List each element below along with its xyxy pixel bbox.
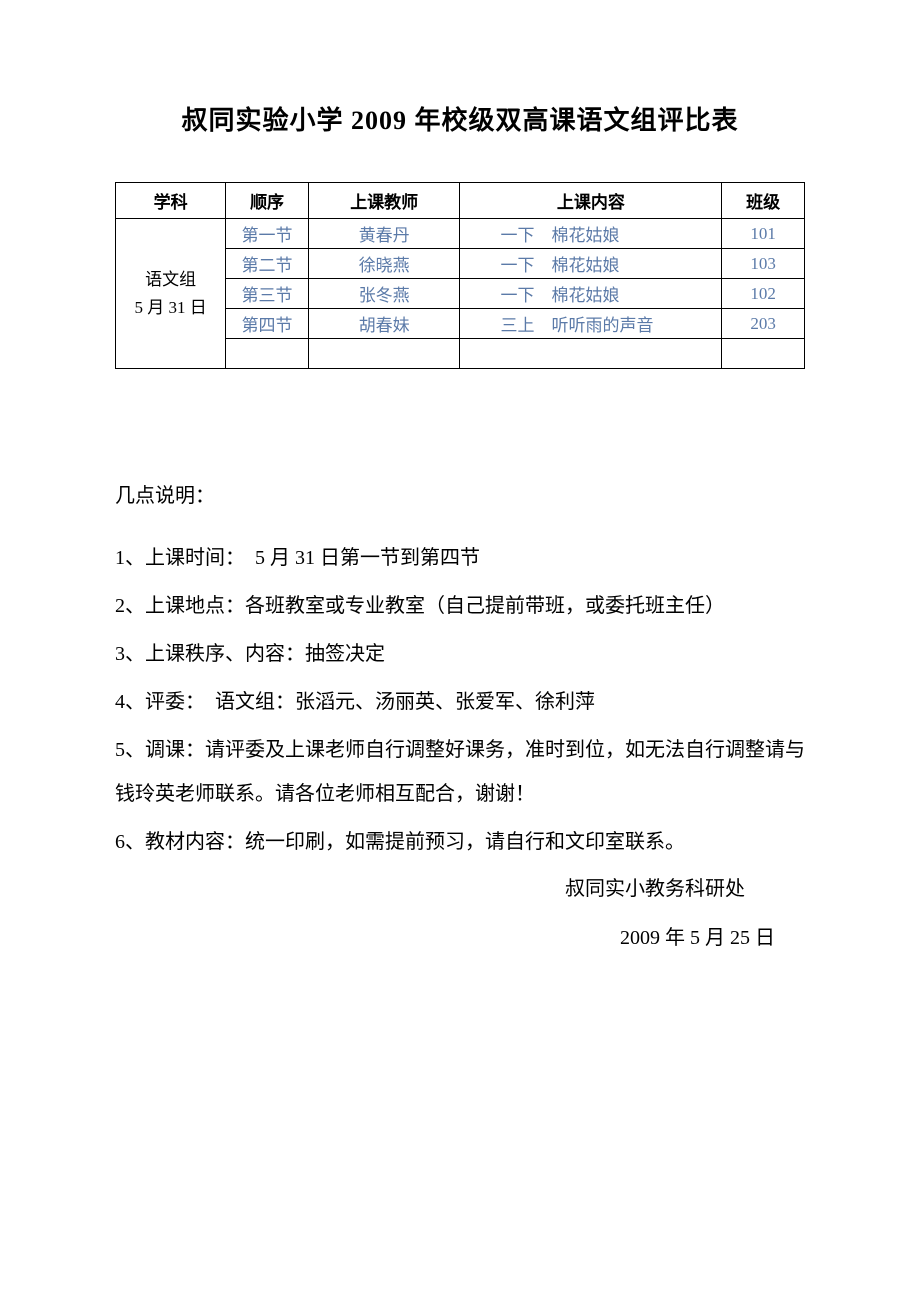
- schedule-table: 学科 顺序 上课教师 上课内容 班级 语文组5 月 31 日 第一节 黄春丹 一…: [115, 182, 805, 369]
- note-item: 5、调课：请评委及上课老师自行调整好课务，准时到位，如无法自行调整请与钱玲英老师…: [115, 728, 805, 816]
- order-cell: 第三节: [226, 279, 309, 309]
- note-item: 6、教材内容：统一印刷，如需提前预习，请自行和文印室联系。: [115, 820, 805, 864]
- class-cell: 102: [722, 279, 805, 309]
- content-cell: 三上 听听雨的声音: [460, 309, 722, 339]
- empty-cell: [722, 339, 805, 369]
- content-cell: 一下 棉花姑娘: [460, 219, 722, 249]
- note-item: 1、上课时间： 5 月 31 日第一节到第四节: [115, 536, 805, 580]
- header-content: 上课内容: [460, 183, 722, 219]
- note-item: 4、评委： 语文组：张滔元、汤丽英、张爱军、徐利萍: [115, 680, 805, 724]
- class-cell: 103: [722, 249, 805, 279]
- empty-cell: [460, 339, 722, 369]
- note-item: 2、上课地点：各班教室或专业教室（自己提前带班，或委托班主任）: [115, 584, 805, 628]
- table-row: 语文组5 月 31 日 第一节 黄春丹 一下 棉花姑娘 101: [116, 219, 805, 249]
- class-cell: 101: [722, 219, 805, 249]
- order-cell: 第一节: [226, 219, 309, 249]
- teacher-cell: 徐晓燕: [308, 249, 460, 279]
- date: 2009 年 5 月 25 日: [115, 921, 805, 950]
- note-item: 3、上课秩序、内容：抽签决定: [115, 632, 805, 676]
- teacher-cell: 张冬燕: [308, 279, 460, 309]
- teacher-cell: 胡春妹: [308, 309, 460, 339]
- signature: 叔同实小教务科研处: [115, 872, 805, 901]
- document-title: 叔同实验小学 2009 年校级双高课语文组评比表: [115, 100, 805, 137]
- subject-cell: 语文组5 月 31 日: [116, 219, 226, 369]
- header-teacher: 上课教师: [308, 183, 460, 219]
- content-cell: 一下 棉花姑娘: [460, 279, 722, 309]
- empty-cell: [226, 339, 309, 369]
- order-cell: 第四节: [226, 309, 309, 339]
- class-cell: 203: [722, 309, 805, 339]
- content-cell: 一下 棉花姑娘: [460, 249, 722, 279]
- empty-cell: [308, 339, 460, 369]
- notes-list: 1、上课时间： 5 月 31 日第一节到第四节 2、上课地点：各班教室或专业教室…: [115, 536, 805, 864]
- notes-title: 几点说明：: [115, 479, 805, 508]
- teacher-cell: 黄春丹: [308, 219, 460, 249]
- header-class: 班级: [722, 183, 805, 219]
- header-order: 顺序: [226, 183, 309, 219]
- header-subject: 学科: [116, 183, 226, 219]
- table-header-row: 学科 顺序 上课教师 上课内容 班级: [116, 183, 805, 219]
- order-cell: 第二节: [226, 249, 309, 279]
